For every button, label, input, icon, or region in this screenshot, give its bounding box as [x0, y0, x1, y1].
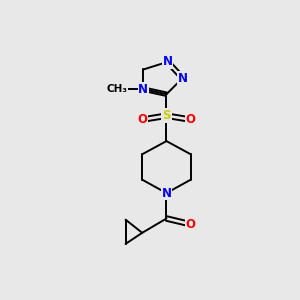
Text: N: N — [138, 82, 148, 96]
Text: O: O — [186, 113, 196, 126]
Text: N: N — [178, 71, 188, 85]
Text: N: N — [161, 187, 172, 200]
Text: O: O — [186, 218, 196, 231]
Text: CH₃: CH₃ — [106, 84, 127, 94]
Text: N: N — [163, 56, 172, 68]
Text: O: O — [137, 113, 147, 126]
Text: S: S — [162, 109, 171, 122]
